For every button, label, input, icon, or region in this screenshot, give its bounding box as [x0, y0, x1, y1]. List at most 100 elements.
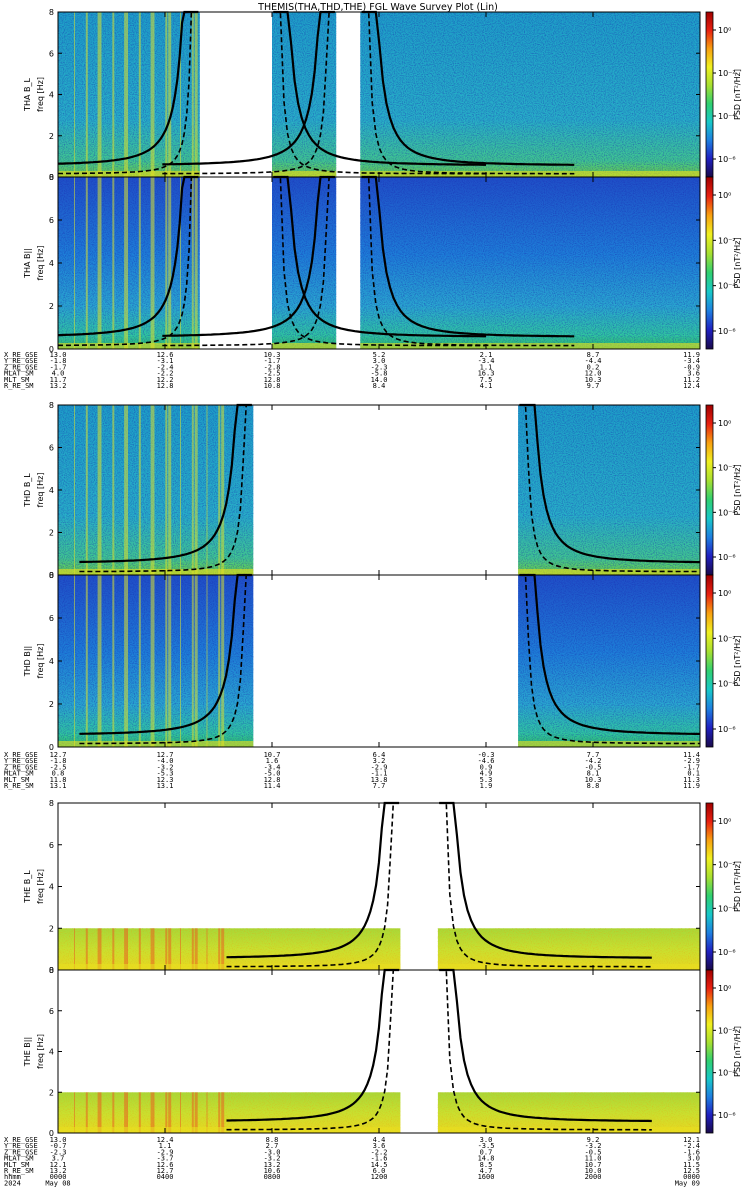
ephemeris-value: -4.2	[585, 757, 602, 765]
the-bpar-ylabel: THE B||	[23, 1037, 32, 1067]
thd-bpar-burst-stripe	[153, 575, 155, 747]
thd-bl-lowfreq-band	[518, 569, 700, 575]
tha-bl-burst-stripe	[138, 12, 141, 177]
ephemeris-value: 6.0	[373, 1167, 386, 1175]
ephemeris-value: -1.7	[264, 357, 281, 365]
tha-bl-colorbar-tick-label: 10⁻⁶	[718, 155, 736, 164]
ephemeris-value: -2.2	[371, 1148, 388, 1156]
ephemeris-value: 10.3	[585, 776, 602, 784]
the-bl-burst-stripe	[191, 928, 194, 971]
thd-bpar-colorbar-tick-label: 10⁰	[718, 589, 731, 598]
ephemeris-value: -4.4	[585, 357, 602, 365]
ephemeris-value: 12.2	[157, 376, 174, 384]
tha-bpar-cyclotron-dashed-line	[273, 176, 486, 347]
the-bl-burst-stripe	[127, 928, 128, 971]
ephemeris-value: 13.2	[264, 1161, 281, 1169]
tha-bpar-burst-stripe	[191, 177, 194, 349]
the-bpar-ytick-label: 2	[49, 1088, 54, 1097]
ephemeris-value: 7.7	[587, 751, 600, 759]
ephemeris-value: -0.9	[683, 363, 700, 371]
ephemeris-value: 0.7	[480, 1148, 493, 1156]
ephemeris-value: 11.5	[683, 1161, 700, 1169]
tha-bpar-cyclotron-line	[273, 175, 486, 338]
ephemeris-value: 4.7	[480, 1167, 493, 1175]
ephemeris-value: 8.1	[587, 770, 600, 778]
ephemeris-value: 13.0	[50, 351, 67, 359]
the-bl-colorbar-tick-label: 10⁻²	[718, 861, 736, 870]
thd-bl-cyclotron-line	[519, 403, 700, 564]
thd-bpar-burst-stripe	[74, 575, 75, 747]
the-bl-cyclotron-dashed-line	[226, 802, 400, 968]
the-bpar-spectrogram-noise	[437, 1092, 700, 1134]
the-bpar-burst-stripe	[150, 1092, 154, 1134]
ephemeris-label-z-re-gse: Z_RE_GSE	[4, 363, 38, 371]
ephemeris-value: 12.7	[157, 751, 174, 759]
ephemeris-value: 12.7	[157, 1167, 174, 1175]
ephemeris-value: -5.3	[157, 770, 174, 778]
ephemeris-value: 11.9	[683, 351, 700, 359]
tha-bpar-burst-stripe	[150, 177, 154, 349]
ephemeris-value: -3.2	[585, 1142, 602, 1150]
the-bpar-lowfreq-band	[437, 1127, 700, 1133]
the-bl-burst-stripe	[112, 928, 115, 971]
thd-bpar-burst-stripe	[218, 575, 221, 747]
thd-bl-ytick-label: 2	[49, 529, 54, 538]
the-bl-burst-stripe	[153, 928, 155, 971]
thd-bl-burst-stripe	[218, 405, 221, 575]
tha-bpar-colorbar-tick-label: 10⁻²	[718, 236, 736, 245]
ephemeris-value: -5.0	[264, 770, 281, 778]
the-bl-ytick-label: 8	[49, 799, 54, 808]
thd-bpar-ytick-label: 0	[49, 743, 54, 752]
ephemeris-value: 11.0	[585, 1155, 602, 1163]
ephemeris-value: -2.8	[264, 363, 281, 371]
tha-bpar-cyclotron-dashed-line	[58, 176, 199, 347]
ephemeris-value: 3.0	[687, 1155, 700, 1163]
tha-bl-burst-stripe	[168, 12, 172, 177]
tha-bl-ytick-label: 6	[49, 49, 54, 58]
date-end: May 09	[675, 1179, 700, 1187]
thd-bl-burst-stripe	[138, 405, 141, 575]
the-bpar-yunit: freq [Hz]	[36, 1034, 45, 1069]
ephemeris-value: 3.2	[373, 757, 386, 765]
tha-bpar-burst-stripe	[194, 177, 198, 349]
tha-bpar-ytick-label: 6	[49, 216, 54, 225]
thd-bl-burst-stripe	[165, 405, 168, 575]
tha-bl-cyclotron-dashed-line	[361, 11, 575, 175]
ephemeris-value: 1.6	[266, 757, 279, 765]
the-bpar-burst-stripe	[124, 1092, 128, 1134]
ephemeris-value: 3.6	[687, 370, 700, 378]
ephemeris-label-mlat-sm: MLAT_SM	[4, 1155, 34, 1163]
the-bpar-ytick-label: 4	[49, 1048, 54, 1057]
ephemeris-value: 10.6	[264, 1167, 281, 1175]
tha-bl-burst-stripe	[150, 12, 154, 177]
thd-bl-ytick-label: 8	[49, 401, 54, 410]
thd-bpar-colorbar-tick-label: 10⁻⁴	[718, 680, 736, 689]
the-bl-ytick-label: 6	[49, 841, 54, 850]
ephemeris-value: 4.9	[480, 770, 493, 778]
ephemeris-value: 10.7	[585, 1161, 602, 1169]
thd-bpar-burst-stripe	[165, 575, 168, 747]
tha-bpar-burst-stripe	[127, 177, 128, 349]
ephemeris-label-mlt-sm: MLT_SM	[4, 1161, 29, 1169]
the-bl-cyclotron-line	[226, 801, 400, 959]
thd-bl-ytick-label: 6	[49, 444, 54, 453]
the-bl-yunit: freq [Hz]	[36, 869, 45, 904]
thd-bl-colorbar-label: PSD [nT²/Hz]	[733, 465, 742, 516]
tha-bl-burst-stripe	[112, 12, 115, 177]
ephemeris-value: 12.4	[157, 1136, 174, 1144]
thd-bpar-burst-stripe	[206, 575, 208, 747]
tha-bl-burst-stripe	[153, 12, 155, 177]
ephemeris-label-hhmm: hhmm	[4, 1173, 21, 1181]
the-bpar-colorbar-tick-label: 10⁻²	[718, 1026, 736, 1035]
the-bpar-colorbar-tick-label: 10⁻⁶	[718, 1111, 736, 1120]
the-bpar-colorbar-label: PSD [nT²/Hz]	[733, 1026, 742, 1077]
tha-bl-panel: 0 2 4 6 8 THA B_L freq [Hz] 10⁰ 10⁻² 10⁻⁴ 10⁻⁶ PSD …	[23, 8, 742, 182]
thd-bpar-burst-stripe	[191, 575, 194, 747]
ephemeris-value: 8.8	[266, 1136, 279, 1144]
thd-bpar-panel: 0 2 4 6 8 THD B|| freq [Hz] 10⁰ 10⁻² 10⁻⁴ 10⁻⁶ PSD …	[23, 571, 742, 752]
thd-bl-ytick-label: 4	[49, 486, 54, 495]
ephemeris-value: -2.3	[371, 363, 388, 371]
the-bpar-burst-stripe	[100, 1092, 102, 1134]
tha-bl-burst-stripe	[97, 12, 101, 177]
thd-bpar-burst-stripe	[138, 575, 141, 747]
